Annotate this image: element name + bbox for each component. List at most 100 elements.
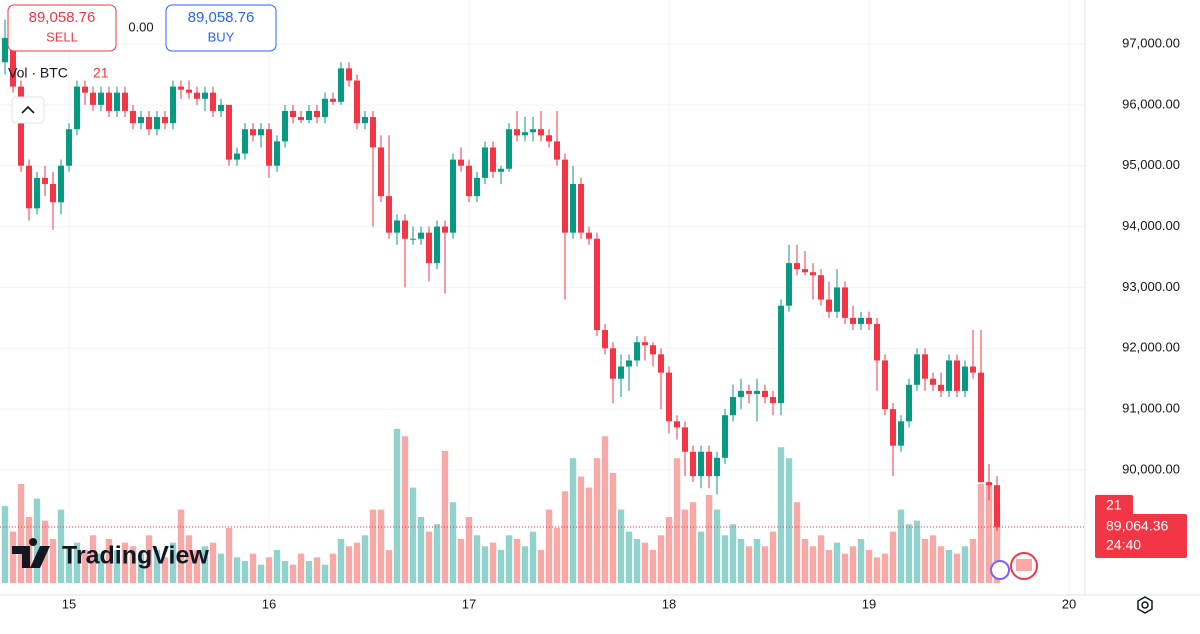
y-tick-label: 92,000.00: [1122, 340, 1180, 355]
volume-bar: [193, 549, 201, 583]
candle-body: [482, 147, 488, 178]
candle-body: [986, 482, 992, 486]
volume-label: 21: [1106, 497, 1122, 513]
volume-bar: [833, 542, 841, 583]
countdown: 24:40: [1106, 537, 1141, 553]
volume-bar: [593, 458, 601, 583]
volume-bar: [945, 549, 953, 583]
candle-body: [946, 360, 952, 391]
volume-bar: [513, 538, 521, 583]
x-tick-label: 16: [262, 596, 276, 611]
volume-bar: [233, 557, 241, 583]
volume-bar: [545, 509, 553, 583]
collapse-box[interactable]: [11, 96, 45, 124]
candle-body: [298, 117, 304, 121]
volume-bar: [713, 509, 721, 583]
volume-bar: [361, 535, 369, 583]
volume-bar: [529, 531, 537, 583]
candle-body: [330, 98, 336, 102]
volume-bar: [369, 509, 377, 583]
candle-body: [930, 378, 936, 385]
sell-label[interactable]: SELL: [46, 29, 78, 44]
volume-bar: [969, 538, 977, 583]
volume-bar: [489, 542, 497, 583]
volume-bar: [753, 538, 761, 583]
volume-bar: [889, 531, 897, 583]
volume-bar: [737, 538, 745, 583]
candle-layer: [2, 19, 1000, 531]
logo-mark: [12, 538, 50, 568]
candle-body: [450, 159, 456, 233]
volume-bar: [105, 538, 113, 583]
volume-bar: [801, 538, 809, 583]
candle-body: [418, 232, 424, 239]
candle-body: [242, 129, 248, 154]
candle-body: [602, 330, 608, 349]
volume-bar: [601, 436, 609, 583]
volume-bar: [937, 546, 945, 583]
volume-bar: [393, 428, 401, 583]
volume-bar: [33, 498, 41, 583]
candle-body: [810, 272, 816, 276]
candle-body: [562, 159, 568, 233]
candle-body: [90, 92, 96, 105]
volume-bar: [609, 472, 617, 583]
volume-bar: [785, 458, 793, 583]
buy-label[interactable]: BUY: [208, 29, 235, 44]
candle-body: [58, 165, 64, 203]
sell-box[interactable]: [7, 4, 117, 52]
volume-bar: [225, 527, 233, 583]
volume-bar: [57, 509, 65, 583]
candle-body: [730, 396, 736, 416]
sell-button[interactable]: 89,058.76 SELL: [7, 4, 117, 52]
buy-button[interactable]: 89,058.76 BUY: [165, 4, 277, 52]
volume-bar: [297, 553, 305, 583]
volume-bar: [841, 553, 849, 583]
candle-body: [250, 129, 256, 136]
event-badges[interactable]: [990, 552, 1038, 580]
volume-bar: [241, 560, 249, 583]
volume-bar: [505, 535, 513, 583]
collapse-button[interactable]: [11, 96, 45, 124]
spread: 0.00: [128, 19, 153, 34]
candle-body: [186, 89, 192, 93]
x-tick-label: 19: [862, 596, 876, 611]
buy-box[interactable]: [165, 4, 277, 52]
volume-bar: [873, 557, 881, 583]
settings-icon[interactable]: [1137, 596, 1153, 614]
volume-bar: [849, 546, 857, 583]
candle-body: [154, 117, 160, 130]
candle-body: [874, 323, 880, 361]
volume-bar: [665, 516, 673, 583]
y-tick-label: 91,000.00: [1122, 401, 1180, 416]
volume-legend-value: 21: [93, 65, 109, 81]
volume-bar: [569, 458, 577, 583]
candle-body: [122, 92, 128, 111]
candle-body: [474, 177, 480, 197]
volume-bar: [633, 538, 641, 583]
volume-bar: [865, 549, 873, 583]
buy-price[interactable]: 89,058.76: [188, 9, 255, 26]
settings-button[interactable]: [1137, 596, 1153, 614]
y-tick-label: 90,000.00: [1122, 461, 1180, 476]
candle-body: [538, 129, 544, 136]
settings-dot[interactable]: [1141, 601, 1149, 609]
price-label-box: [1095, 513, 1187, 558]
candle-body: [66, 129, 72, 166]
volume-bar: [281, 560, 289, 583]
volume-bar: [921, 538, 929, 583]
candle-body: [514, 129, 520, 136]
volume-bar: [249, 553, 257, 583]
flag-stripes[interactable]: [1016, 559, 1032, 571]
candle-body: [842, 287, 848, 318]
candle-body: [386, 196, 392, 233]
sell-price[interactable]: 89,058.76: [29, 9, 96, 26]
candle-body: [962, 366, 968, 391]
chevron-icon[interactable]: [21, 105, 35, 114]
volume-bar: [377, 509, 385, 583]
x-tick-label: 18: [662, 596, 676, 611]
candle-body: [706, 451, 712, 477]
candle-body: [610, 348, 616, 379]
event-icon[interactable]: [990, 560, 1010, 580]
